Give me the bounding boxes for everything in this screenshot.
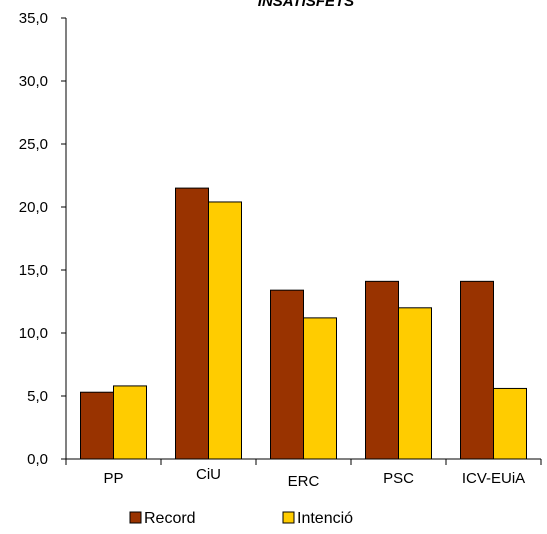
bar-record-erc: [270, 289, 304, 460]
legend-swatch: [129, 511, 142, 524]
bar-record-pp: [80, 391, 114, 460]
legend-swatch: [282, 511, 295, 524]
x-category-label: CiU: [196, 466, 221, 483]
y-axis: 0,0 5,0 10,0 15,0 20,0 25,0 30,0 35,0: [19, 10, 67, 468]
bar-intenci--erc: [303, 317, 337, 460]
y-tick-label: 10,0: [19, 325, 48, 342]
x-axis: PP CiU ERC PSC ICV-EUiA: [65, 458, 542, 490]
bar-intenci--icv-euia: [493, 387, 527, 460]
bar-record-ciu: [175, 187, 209, 460]
legend-label: Record: [144, 510, 196, 527]
x-category-label: PP: [103, 470, 123, 487]
bar-record-psc: [365, 280, 399, 460]
y-tick-label: 20,0: [19, 199, 48, 216]
y-tick-label: 25,0: [19, 136, 48, 153]
legend-label: Intenció: [297, 510, 353, 527]
y-tick-label: 30,0: [19, 73, 48, 90]
legend: Record Intenció: [129, 510, 353, 527]
y-tick-label: 5,0: [27, 388, 48, 405]
bar-intenci--ciu: [208, 201, 242, 460]
x-category-label: ICV-EUiA: [462, 470, 525, 487]
y-tick-label: 35,0: [19, 10, 48, 27]
chart-title: INSATISFETS: [258, 0, 354, 10]
bar-intenci--psc: [398, 307, 432, 460]
y-tick-label: 0,0: [27, 451, 48, 468]
x-category-label: PSC: [383, 470, 414, 487]
bars: [80, 187, 527, 460]
y-tick-label: 15,0: [19, 262, 48, 279]
bar-intenci--pp: [113, 385, 147, 460]
x-category-label: ERC: [288, 473, 320, 490]
bar-record-icv-euia: [460, 280, 494, 460]
